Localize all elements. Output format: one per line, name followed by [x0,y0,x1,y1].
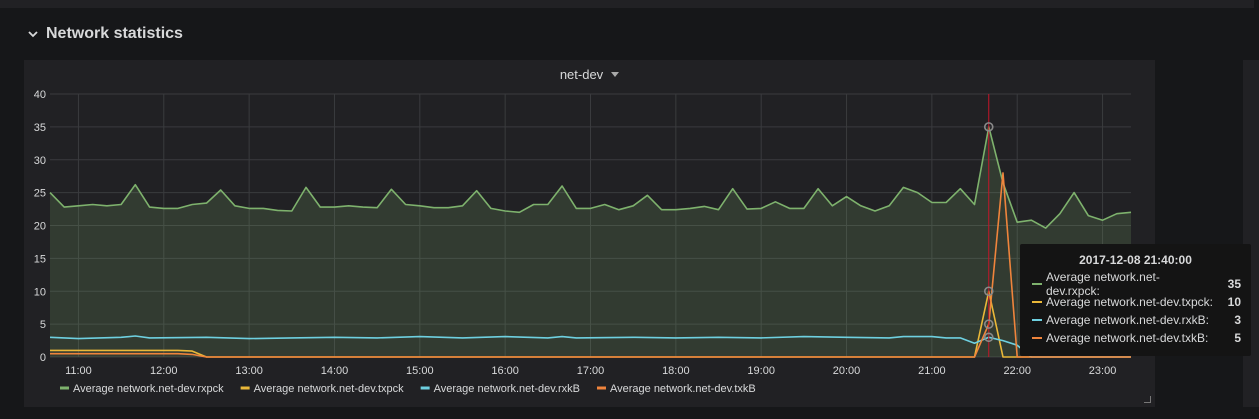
graph-panel: net-dev 0 5 10 15 20 25 30 35 40 11:00 12:00 13:00 1… [24,60,1155,407]
x-tick-label: 12:00 [150,365,178,377]
caret-down-icon[interactable] [611,72,620,78]
panel-title[interactable]: net-dev [24,67,1155,82]
series-line [49,335,1131,358]
tooltip-series-value: 5 [1234,331,1241,345]
series-area-fill [50,126,1131,358]
tooltip-series-value: 3 [1234,313,1241,327]
y-tick-label: 35 [34,122,46,134]
resize-handle-icon[interactable] [1144,396,1151,403]
x-tick-label: 13:00 [235,365,263,377]
tooltip-series-name: Average network.net-dev.txpck: [1046,295,1213,309]
series-swatch [1032,319,1042,321]
x-tick-label: 23:00 [1089,365,1117,377]
legend-item: Average network.net-dev.txpck [254,383,405,395]
y-tick-label: 0 [40,352,46,364]
legend-item: Average network.net-dev.txkB [610,383,756,395]
panel-title-text[interactable]: net-dev [559,67,604,82]
x-tick-label: 21:00 [918,365,946,377]
legend-item: Average network.net-dev.rxpck [73,383,224,395]
row-title[interactable]: Network statistics [46,25,183,42]
series-swatch [1032,283,1042,285]
x-tick-label: 22:00 [1003,365,1031,377]
tooltip-time: 2017-12-08 21:40:00 [1079,253,1192,267]
series-line [49,126,1132,229]
hover-tooltip: 2017-12-08 21:40:00 Average network.net-… [1020,244,1251,356]
legend-item: Average network.net-dev.rxkB [434,383,580,395]
x-tick-label: 17:00 [577,365,605,377]
tooltip-row: Average network.net-dev.txkB: 5 [1020,329,1251,347]
tooltip-series-name: Average network.net-dev.rxpck: [1046,270,1160,298]
y-tick-label: 25 [34,188,46,200]
tooltip-row: Average network.net-dev.txpck: 10 [1020,293,1251,311]
tooltip-series-value: 35 [1227,277,1241,291]
top-row-strip [0,0,1254,8]
y-tick-label: 30 [34,155,46,167]
hover-point-marker [983,332,994,343]
x-tick-label: 19:00 [747,365,775,377]
tooltip-series-name: Average network.net-dev.txkB: [1046,331,1209,345]
y-tick-label: 5 [40,319,46,331]
tooltip-series-name: Average network.net-dev.rxkB: [1046,313,1209,327]
y-tick-label: 20 [34,221,46,233]
series-line [50,172,1131,358]
y-tick-label: 10 [34,286,46,298]
tooltip-series-value: 10 [1227,295,1241,309]
y-tick-label: 15 [34,253,46,265]
x-tick-label: 11:00 [65,365,92,377]
x-tick-label: 16:00 [491,365,519,377]
y-tick-label: 40 [34,89,46,101]
chevron-down-icon[interactable] [26,27,40,41]
series-swatch [1032,337,1042,339]
x-tick-label: 20:00 [833,365,861,377]
hover-point-marker [983,122,994,132]
hover-point-marker [983,286,994,297]
chart-svg[interactable]: 0 5 10 15 20 25 30 35 40 11:00 12:00 13:00 14:00 15:0… [24,60,1155,407]
tooltip-row: Average network.net-dev.rxpck: 35 [1020,270,1251,298]
tooltip-row: Average network.net-dev.rxkB: 3 [1020,311,1251,329]
x-tick-label: 18:00 [662,365,690,377]
row-header[interactable]: Network statistics [26,22,183,46]
x-tick-label: 15:00 [406,365,434,377]
series-swatch [1032,301,1042,303]
hover-point-marker [983,319,994,329]
x-tick-label: 14:00 [321,365,349,377]
